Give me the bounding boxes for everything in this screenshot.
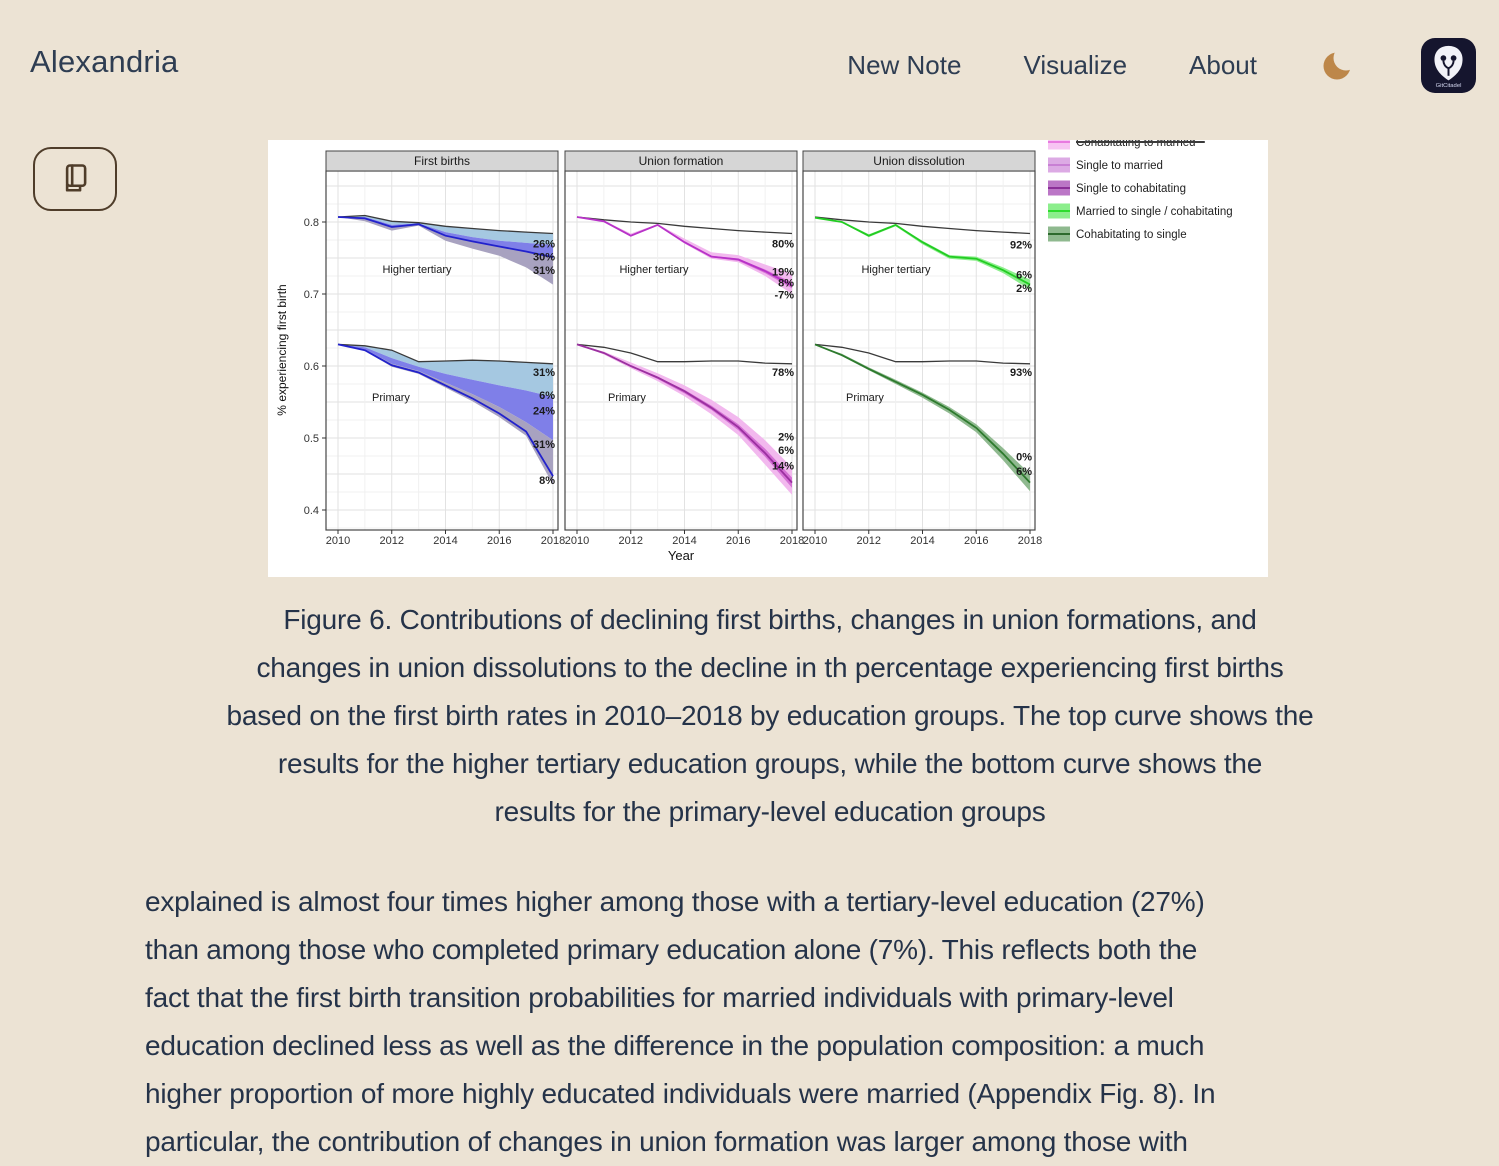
nav-new-note[interactable]: New Note bbox=[847, 49, 962, 80]
svg-text:Primary: Primary bbox=[846, 392, 884, 404]
svg-text:-7%: -7% bbox=[774, 290, 794, 302]
svg-text:% experiencing first birth: % experiencing first birth bbox=[275, 284, 289, 415]
svg-text:6%: 6% bbox=[1016, 270, 1032, 282]
header: Alexandria New Note Visualize About GitC… bbox=[0, 0, 1499, 140]
svg-text:93%: 93% bbox=[1010, 367, 1032, 379]
svg-text:0.4: 0.4 bbox=[304, 505, 319, 517]
svg-text:0.7: 0.7 bbox=[304, 289, 319, 301]
svg-text:2014: 2014 bbox=[433, 535, 457, 547]
svg-text:2014: 2014 bbox=[672, 535, 696, 547]
svg-text:2010: 2010 bbox=[565, 535, 589, 547]
svg-text:8%: 8% bbox=[778, 277, 794, 289]
nav-about[interactable]: About bbox=[1189, 49, 1257, 80]
svg-text:0%: 0% bbox=[1016, 452, 1032, 464]
svg-text:14%: 14% bbox=[772, 460, 794, 472]
svg-text:31%: 31% bbox=[533, 265, 555, 277]
svg-text:31%: 31% bbox=[533, 367, 555, 379]
svg-text:Primary: Primary bbox=[372, 392, 410, 404]
svg-text:2012: 2012 bbox=[857, 535, 881, 547]
svg-text:2014: 2014 bbox=[910, 535, 934, 547]
svg-text:2012: 2012 bbox=[619, 535, 643, 547]
svg-text:Single to married: Single to married bbox=[1076, 160, 1163, 172]
figure-caption: Figure 6. Contributions of declining fir… bbox=[226, 604, 1314, 827]
svg-text:2012: 2012 bbox=[380, 535, 404, 547]
svg-text:First births: First births bbox=[414, 154, 470, 168]
main-content: Higher tertiary 26% 30% 31% Primary 31% 6% 24% 3… bbox=[0, 140, 1499, 1166]
svg-text:2018: 2018 bbox=[780, 535, 804, 547]
svg-text:2010: 2010 bbox=[326, 535, 350, 547]
book-icon bbox=[65, 164, 87, 192]
svg-text:92%: 92% bbox=[1010, 239, 1032, 251]
gitcitadel-logo-button[interactable]: GitCitadel bbox=[1421, 37, 1476, 93]
svg-text:0.5: 0.5 bbox=[304, 433, 319, 445]
svg-text:30%: 30% bbox=[533, 252, 555, 264]
reader-mode-button[interactable] bbox=[33, 147, 117, 211]
svg-text:Single to cohabitating: Single to cohabitating bbox=[1076, 183, 1186, 195]
svg-text:Married to single / cohabitati: Married to single / cohabitating bbox=[1076, 206, 1233, 218]
svg-text:8%: 8% bbox=[539, 475, 555, 487]
svg-text:78%: 78% bbox=[772, 367, 794, 379]
svg-text:80%: 80% bbox=[772, 239, 794, 251]
svg-text:2018: 2018 bbox=[1018, 535, 1042, 547]
svg-text:Higher tertiary: Higher tertiary bbox=[619, 264, 689, 276]
svg-text:2%: 2% bbox=[1016, 283, 1032, 295]
svg-text:6%: 6% bbox=[1016, 466, 1032, 478]
article-paragraph: explained is almost four times higher am… bbox=[145, 886, 1216, 1109]
svg-text:2016: 2016 bbox=[964, 535, 988, 547]
svg-text:0.6: 0.6 bbox=[304, 361, 319, 373]
figure-image: Higher tertiary 26% 30% 31% Primary 31% 6% 24% 3… bbox=[268, 140, 1268, 577]
svg-text:6%: 6% bbox=[539, 390, 555, 402]
svg-text:26%: 26% bbox=[533, 239, 555, 251]
article-paragraph-clipped: particular, the contribution of changes … bbox=[145, 1126, 1188, 1157]
svg-text:Union dissolution: Union dissolution bbox=[873, 154, 964, 168]
svg-text:2016: 2016 bbox=[487, 535, 511, 547]
svg-text:19%: 19% bbox=[772, 267, 794, 279]
svg-text:6%: 6% bbox=[778, 445, 794, 457]
brand-title[interactable]: Alexandria bbox=[30, 44, 179, 79]
figure-chart: Higher tertiary26%30%31%Primary31%6%24%3… bbox=[275, 140, 1233, 563]
svg-text:Union formation: Union formation bbox=[639, 154, 724, 168]
theme-toggle-button[interactable] bbox=[1319, 45, 1359, 85]
svg-text:0.8: 0.8 bbox=[304, 217, 319, 229]
svg-text:2016: 2016 bbox=[726, 535, 750, 547]
svg-text:Cohabitating to single: Cohabitating to single bbox=[1076, 229, 1187, 241]
main-nav: New Note Visualize About GitCitadel bbox=[847, 37, 1476, 93]
figure-6: Higher tertiary 26% 30% 31% Primary 31% 6% 24% 3… bbox=[0, 140, 1499, 836]
nav-visualize[interactable]: Visualize bbox=[1023, 49, 1128, 80]
gitcitadel-logo-label: GitCitadel bbox=[1436, 83, 1462, 89]
moon-icon bbox=[1323, 45, 1359, 80]
svg-text:Year: Year bbox=[668, 548, 695, 563]
gitcitadel-shield-icon: GitCitadel bbox=[1434, 45, 1463, 89]
svg-text:Primary: Primary bbox=[608, 392, 646, 404]
svg-text:Cohabitating to married: Cohabitating to married bbox=[1076, 140, 1196, 149]
svg-text:31%: 31% bbox=[533, 439, 555, 451]
svg-text:2010: 2010 bbox=[803, 535, 827, 547]
svg-text:2018: 2018 bbox=[541, 535, 565, 547]
svg-text:24%: 24% bbox=[533, 406, 555, 418]
svg-text:Higher tertiary: Higher tertiary bbox=[382, 264, 452, 276]
svg-text:2%: 2% bbox=[778, 432, 794, 444]
svg-text:Higher tertiary: Higher tertiary bbox=[861, 264, 931, 276]
